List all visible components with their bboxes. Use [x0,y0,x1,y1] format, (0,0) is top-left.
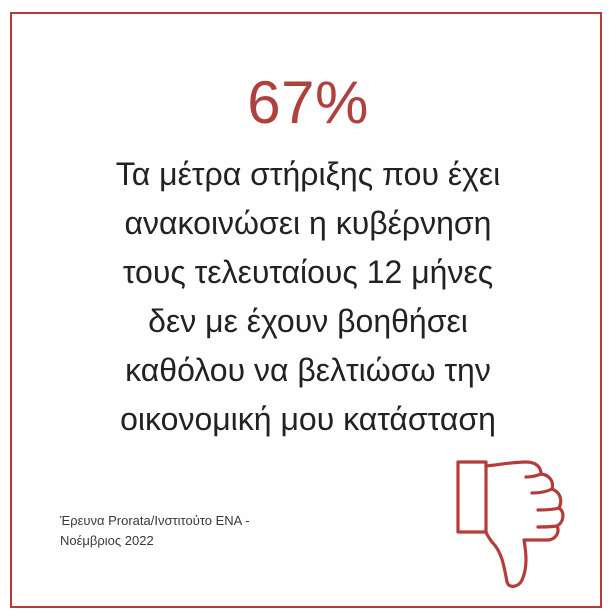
statement-text: Τα μέτρα στήριξης που έχει ανακοινώσει η… [60,150,556,444]
source-line: Έρευνα Prorata/Ινστιτούτο ΕΝΑ - [60,513,250,528]
statement-line: τους τελευταίους 12 μήνες [122,254,494,290]
statement-line: οικονομική μου κατάσταση [120,401,496,437]
thumbs-down-icon [456,460,565,588]
source-note: Έρευνα Prorata/Ινστιτούτο ΕΝΑ - Νοέμβριο… [60,511,360,551]
statement-line: καθόλου να βελτιώσω την [125,352,491,388]
statement-line: Τα μέτρα στήριξης που έχει [115,156,501,192]
source-line: Νοέμβριος 2022 [60,533,154,548]
statement-line: ανακοινώσει η κυβέρνηση [124,205,492,241]
card-frame [10,12,602,608]
headline-percent: 67% [247,69,369,136]
statement-line: δεν με έχουν βοηθήσει [148,303,468,339]
